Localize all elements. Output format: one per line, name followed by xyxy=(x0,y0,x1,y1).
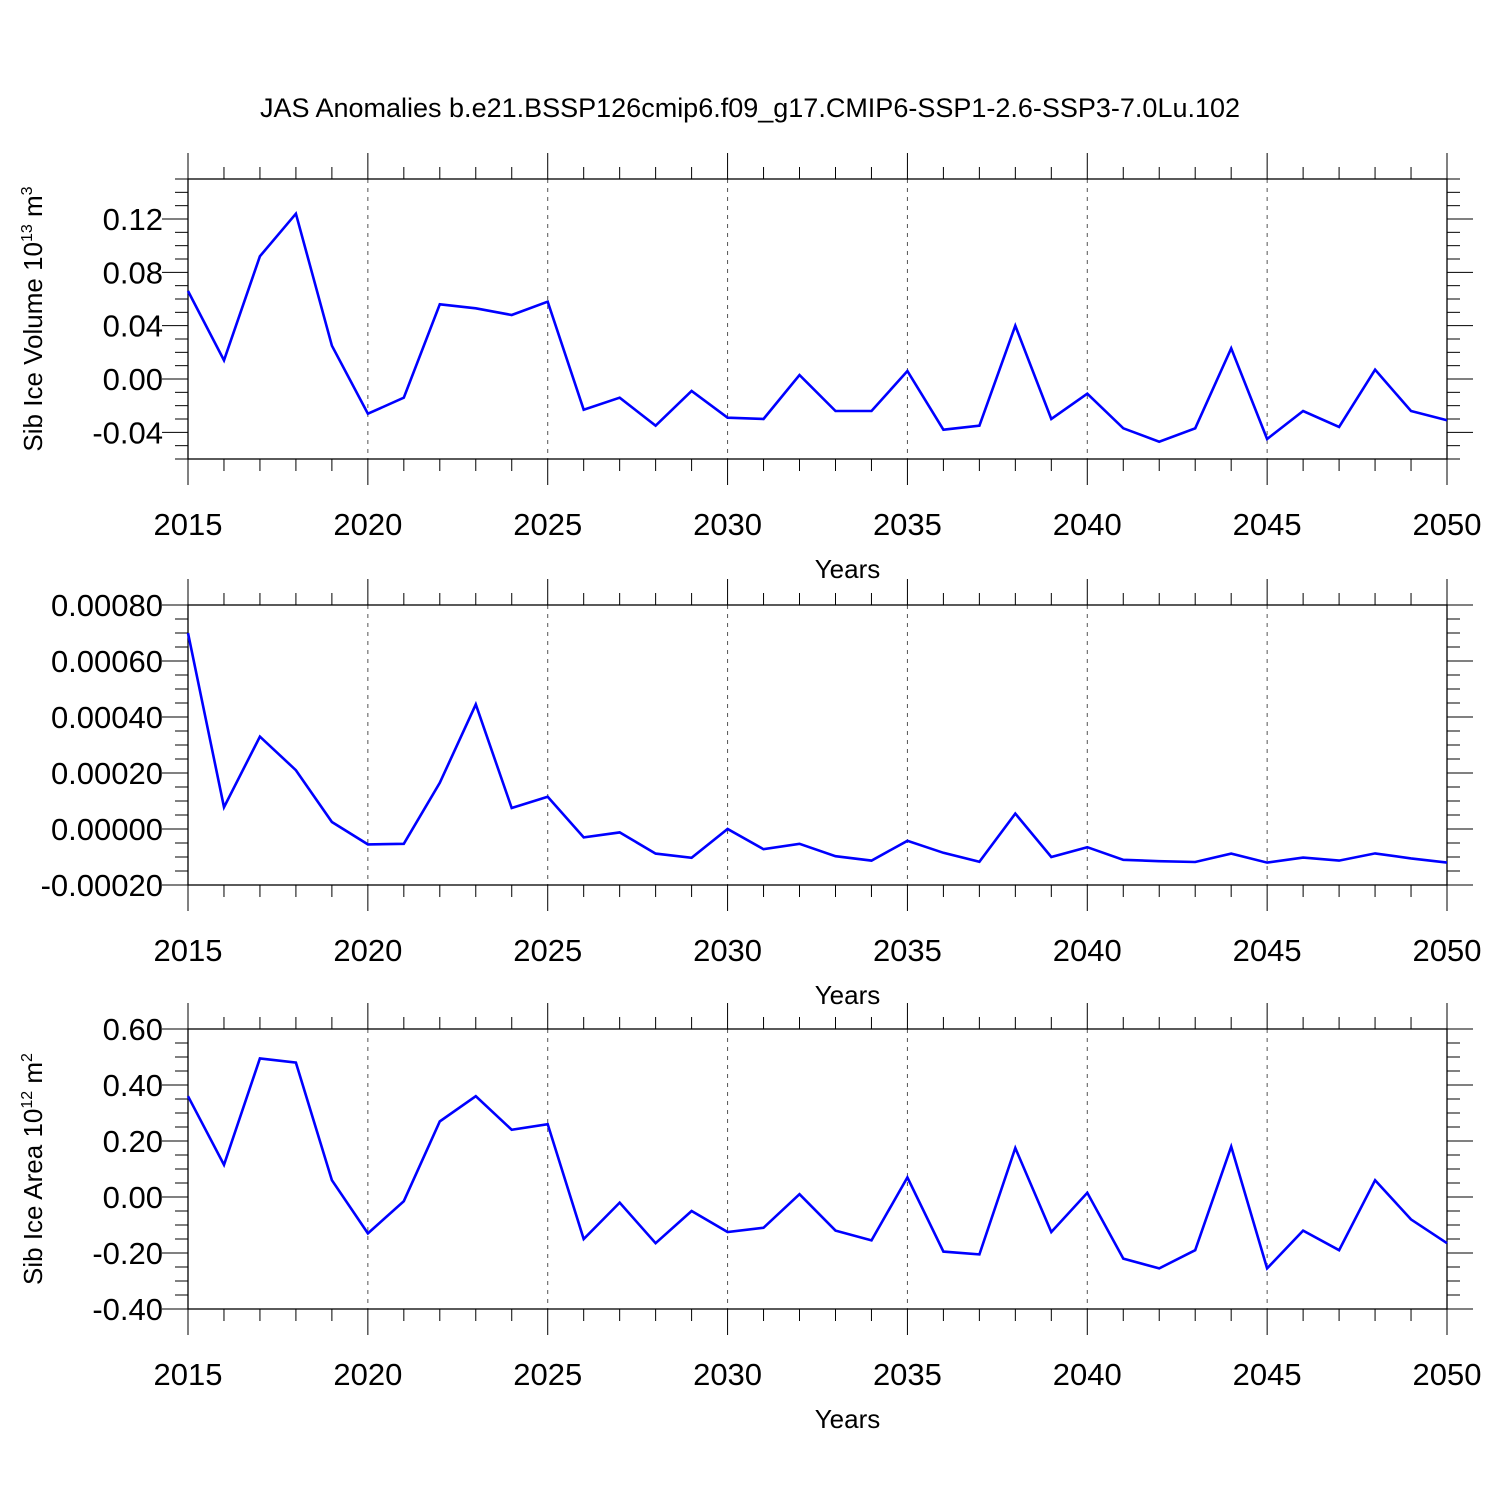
x-tick-label: 2025 xyxy=(513,933,582,968)
x-tick-label: 2030 xyxy=(693,933,762,968)
y-tick-label: 0.60 xyxy=(103,1012,163,1047)
x-tick-label: 2015 xyxy=(154,507,223,542)
x-tick-label: 2045 xyxy=(1233,507,1302,542)
x-tick-label: 2020 xyxy=(333,507,402,542)
y-tick-label: 0.00020 xyxy=(51,756,163,791)
y-tick-label: 0.04 xyxy=(103,309,163,344)
x-tick-label: 2050 xyxy=(1413,507,1482,542)
x-tick-label: 2035 xyxy=(873,1357,942,1392)
chart-panel-1: 2015 2020 2025 2030 2035 2040 2045 2050 Years 0.1… xyxy=(18,153,1481,584)
plot-frame xyxy=(187,1028,1448,1310)
y-tick-label: 0.20 xyxy=(103,1124,163,1159)
series-line xyxy=(186,632,1448,864)
y-tick-label: 0.00080 xyxy=(51,588,163,623)
x-tick-label: 2020 xyxy=(333,1357,402,1392)
chart-panel-3: 2015 2020 2025 2030 2035 2040 2045 2050 Years 0.6… xyxy=(18,1003,1481,1434)
x-tick-label: 2040 xyxy=(1053,507,1122,542)
x-tick-label: 2025 xyxy=(513,1357,582,1392)
chart-title: JAS Anomalies b.e21.BSSP126cmip6.f09_g17… xyxy=(260,93,1240,123)
x-tick-label: 2045 xyxy=(1233,1357,1302,1392)
y-tick-label: 0.40 xyxy=(103,1068,163,1103)
chart-panel-2: 2015 2020 2025 2030 2035 2040 2045 2050 Years 0.0… xyxy=(41,579,1482,1010)
x-axis-label: Years xyxy=(815,980,881,1010)
x-tick-label: 2040 xyxy=(1053,933,1122,968)
x-tick-label: 2040 xyxy=(1053,1357,1122,1392)
y-axis-label: Sib Ice Area 1012 m2 xyxy=(18,1053,48,1285)
x-tick-label: 2035 xyxy=(873,507,942,542)
y-tick-label: 0.00 xyxy=(103,1180,163,1215)
x-axis-label: Years xyxy=(815,554,881,584)
y-tick-label: -0.40 xyxy=(92,1292,163,1327)
y-tick-label: 0.00040 xyxy=(51,700,163,735)
y-tick-label: 0.00 xyxy=(103,362,163,397)
y-tick-label: -0.20 xyxy=(92,1236,163,1271)
x-tick-label: 2030 xyxy=(693,507,762,542)
x-axis-label: Years xyxy=(815,1404,881,1434)
y-tick-label: -0.00020 xyxy=(41,868,163,903)
plot-frame xyxy=(187,178,1448,460)
y-tick-label: 0.00060 xyxy=(51,644,163,679)
y-tick-label: 0.08 xyxy=(103,255,163,290)
x-tick-label: 2020 xyxy=(333,933,402,968)
y-tick-label: 0.12 xyxy=(103,202,163,237)
y-axis-label: Sib Ice Volume 1013 m3 xyxy=(18,186,48,451)
x-tick-label: 2030 xyxy=(693,1357,762,1392)
series-line xyxy=(186,210,1448,444)
x-tick-label: 2050 xyxy=(1413,1357,1482,1392)
y-tick-label: -0.04 xyxy=(92,415,163,450)
x-tick-label: 2015 xyxy=(154,1357,223,1392)
y-tick-label: 0.00000 xyxy=(51,812,163,847)
x-tick-label: 2025 xyxy=(513,507,582,542)
x-tick-label: 2015 xyxy=(154,933,223,968)
series-line xyxy=(186,1056,1448,1271)
x-tick-label: 2050 xyxy=(1413,933,1482,968)
x-tick-label: 2035 xyxy=(873,933,942,968)
x-tick-label: 2045 xyxy=(1233,933,1302,968)
